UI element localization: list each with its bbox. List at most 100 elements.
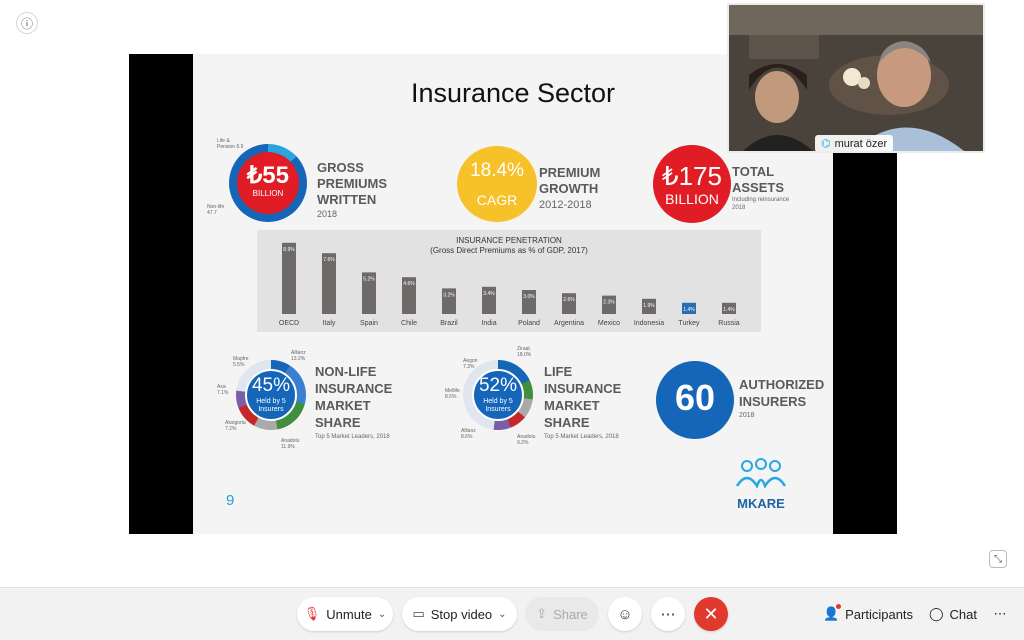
bar-value-label: 5.2% (363, 276, 375, 282)
bar-value-label: 4.6% (403, 281, 415, 287)
participants-button[interactable]: 👤 Participants (818, 597, 918, 631)
stop-video-button[interactable]: ▭ Stop video ⌄ (402, 597, 517, 631)
more-options-button[interactable]: ⋯ (651, 597, 685, 631)
shared-slide: Insurance Sector ₺55 BILLION Life & Pens… (193, 54, 833, 534)
bar-indonesia (642, 298, 656, 314)
assets-circle (653, 145, 731, 223)
growth-pct: 18.4% (470, 160, 524, 181)
assets-label-1: TOTAL (732, 164, 775, 179)
stop-video-label: Stop video (430, 606, 493, 622)
x-tick-label: Turkey (678, 320, 700, 327)
x-tick-label: Argentina (554, 320, 584, 327)
share-icon: ⇪ (536, 606, 548, 621)
life-circle (472, 369, 524, 421)
bar-chile (402, 277, 416, 314)
end-call-button[interactable]: ✕ (694, 597, 728, 631)
bar-mexico (602, 295, 616, 314)
gpw-unit: BILLION (252, 189, 284, 198)
more-icon: ⋯ (993, 606, 1007, 621)
bar-oecd (282, 242, 296, 314)
share-button[interactable]: ⇪ Share (525, 597, 599, 631)
life-held: Held by 5 (483, 398, 513, 405)
growth-period: 2012-2018 (539, 199, 592, 211)
letterbox-left (129, 54, 193, 534)
nonlife-label-3: MARKET (315, 398, 371, 413)
life-label-2: INSURANCE (544, 381, 622, 396)
microphone-muted-icon: 🎙 (303, 606, 321, 621)
chevron-down-icon: ⌄ (377, 608, 387, 620)
chat-label: Chat (949, 606, 978, 622)
x-tick-label: Indonesia (634, 320, 664, 327)
popout-icon[interactable]: ⤡ (989, 550, 1007, 568)
bar-poland (522, 290, 536, 314)
life-insurers: Insurers (485, 406, 511, 413)
life-slice-4: Metlife 8.5% (445, 388, 460, 400)
close-icon: ✕ (703, 603, 719, 624)
x-tick-label: Spain (360, 320, 378, 327)
mkare-logo-icon (735, 458, 787, 488)
chart-title: INSURANCE PENETRATION (456, 236, 562, 245)
x-tick-label: Italy (323, 320, 336, 327)
life-slice-1: Ziraat 18.0% (517, 346, 532, 358)
penetration-chart: INSURANCE PENETRATION (Gross Direct Prem… (257, 230, 761, 332)
bar-argentina (562, 293, 576, 314)
mkare-logo-text: MKARE (737, 496, 785, 511)
more-icon: ⋯ (660, 606, 676, 623)
gpw-circle (237, 152, 299, 214)
gpw-label-3: WRITTEN (317, 192, 377, 207)
gpw-slice-nonlife: Non-life 47.7 (207, 204, 225, 216)
bar-italy (322, 253, 336, 314)
network-icon: ⌬ (821, 138, 831, 150)
bar-value-label: 2.6% (563, 297, 575, 303)
chart-plot: 8.9% OECD 7.6% Italy 5.2% Spain 4.6% Chile 3.2% B… (279, 242, 740, 327)
x-tick-label: Chile (401, 320, 417, 327)
gpw-label-2: PREMIUMS (317, 176, 388, 191)
growth-cagr: CAGR (476, 192, 518, 208)
growth-circle (457, 146, 537, 222)
bar-value-label: 1.9% (643, 303, 655, 309)
gpw-label-1: GROSS (317, 160, 364, 175)
reactions-button[interactable]: ☺ (608, 597, 642, 631)
overflow-menu-button[interactable]: ⋯ (987, 597, 1013, 631)
nonlife-pct: 45% (251, 375, 291, 396)
bar-value-label: 3.2% (443, 292, 455, 298)
x-tick-label: Brazil (440, 320, 458, 327)
life-sub: Top 5 Market Leaders, 2018 (544, 434, 619, 440)
chat-icon: ◯ (928, 606, 944, 621)
info-icon[interactable]: ⓘ (16, 12, 38, 34)
growth-label-2: GROWTH (539, 181, 599, 196)
participants-icon: 👤 (822, 604, 842, 621)
bar-value-label: 3.4% (483, 291, 495, 297)
assets-year: 2018 (732, 205, 746, 211)
bar-value-label: 8.9% (283, 247, 295, 253)
bar-spain (362, 272, 376, 314)
slide-title: Insurance Sector (410, 78, 616, 108)
life-pct: 52% (478, 375, 518, 396)
bar-value-label: 7.6% (323, 257, 335, 263)
unmute-button[interactable]: 🎙 Unmute ⌄ (297, 597, 393, 631)
bar-value-label: 1.4% (723, 307, 735, 313)
participant-name-tag: ⌬ murat özer (815, 135, 894, 151)
authorized-circle (656, 361, 734, 439)
assets-unit: BILLION (665, 191, 719, 207)
nonlife-slice-1: Allianz 13.2% (291, 350, 306, 362)
unmute-label: Unmute (326, 606, 372, 622)
participant-video[interactable]: ⌬ murat özer (727, 3, 985, 153)
meeting-toolbar: 🎙 Unmute ⌄ ▭ Stop video ⌄ ⇪ Share ☺ ⋯ ✕ … (0, 587, 1024, 640)
authorized-count: 60 (674, 377, 716, 418)
chart-subtitle: (Gross Direct Premiums as % of GDP, 2017… (430, 246, 588, 255)
x-tick-label: OECD (279, 320, 299, 327)
authorized-label-2: INSURERS (739, 394, 807, 409)
nonlife-slice-5: Mapfre 5.5% (233, 356, 249, 368)
chat-button[interactable]: ◯ Chat (923, 597, 983, 631)
nonlife-circle (245, 369, 297, 421)
authorized-label-1: AUTHORIZED (739, 377, 825, 392)
share-label: Share (553, 606, 588, 622)
nonlife-slice-3: Aksigorta 7.2% (225, 420, 246, 432)
nonlife-label-2: INSURANCE (315, 381, 393, 396)
bar-value-label: 2.3% (603, 300, 615, 306)
nonlife-label-4: SHARE (315, 415, 361, 430)
x-tick-label: Russia (718, 320, 740, 327)
nonlife-insurers: Insurers (258, 406, 284, 413)
bar-brazil (442, 288, 456, 314)
